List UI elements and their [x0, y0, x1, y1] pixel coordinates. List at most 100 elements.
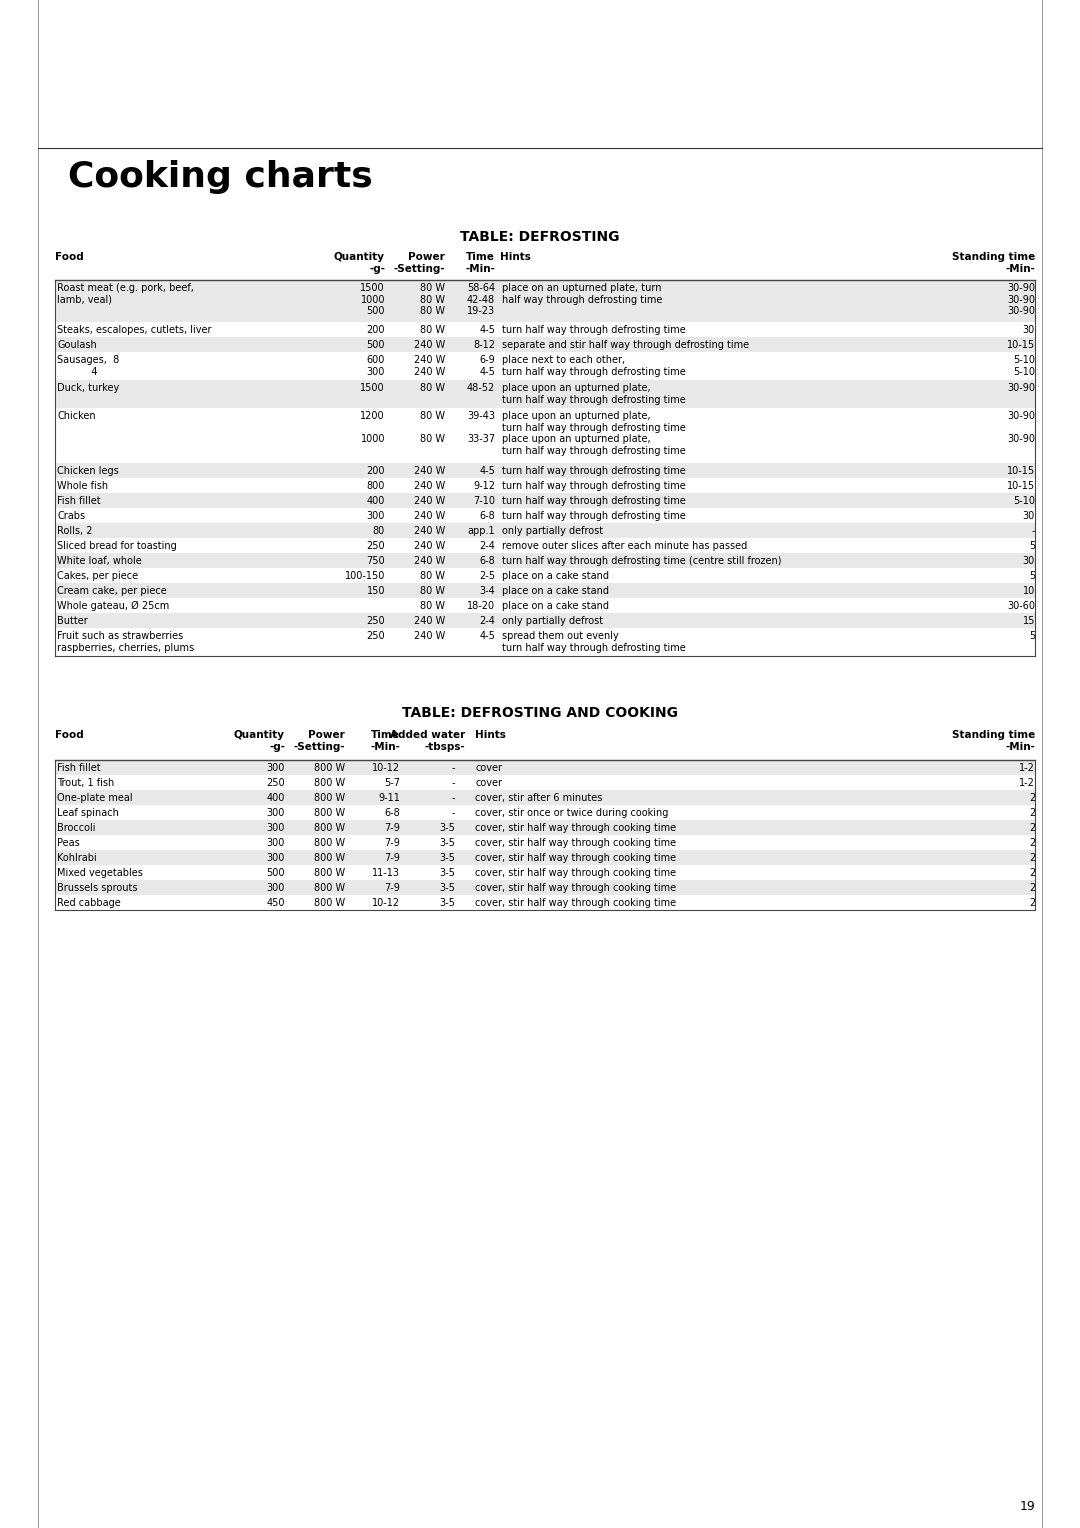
Text: Broccoli: Broccoli — [57, 824, 95, 833]
Text: 30: 30 — [1023, 556, 1035, 565]
Text: 30-60: 30-60 — [1007, 601, 1035, 611]
Text: place on a cake stand: place on a cake stand — [502, 571, 609, 581]
Text: 2: 2 — [1029, 853, 1035, 863]
Text: Time: Time — [467, 252, 495, 261]
Text: 2-4: 2-4 — [480, 541, 495, 552]
Text: TABLE: DEFROSTING AND COOKING: TABLE: DEFROSTING AND COOKING — [402, 706, 678, 720]
Text: 2: 2 — [1029, 808, 1035, 817]
Text: 240 W: 240 W — [414, 526, 445, 536]
Text: Butter: Butter — [57, 616, 87, 626]
Bar — [55, 628, 1035, 656]
Text: 450: 450 — [267, 898, 285, 908]
Bar — [55, 568, 1035, 584]
Bar — [55, 775, 1035, 790]
Text: 1200

1000: 1200 1000 — [361, 411, 384, 445]
Text: 80 W: 80 W — [420, 384, 445, 393]
Text: -: - — [451, 793, 455, 804]
Text: 3-5: 3-5 — [440, 837, 455, 848]
Text: Time: Time — [372, 730, 400, 740]
Text: 30-90: 30-90 — [1007, 384, 1035, 393]
Text: 2: 2 — [1029, 824, 1035, 833]
Text: 100-150: 100-150 — [345, 571, 384, 581]
Text: 240 W: 240 W — [414, 497, 445, 506]
Text: 800 W: 800 W — [314, 824, 345, 833]
Bar — [55, 523, 1035, 538]
Text: 800 W: 800 W — [314, 883, 345, 892]
Text: 15: 15 — [1023, 616, 1035, 626]
Text: Steaks, escalopes, cutlets, liver: Steaks, escalopes, cutlets, liver — [57, 325, 212, 335]
Text: place on a cake stand: place on a cake stand — [502, 601, 609, 611]
Text: 58-64
42-48
19-23: 58-64 42-48 19-23 — [467, 283, 495, 316]
Text: cover, stir half way through cooking time: cover, stir half way through cooking tim… — [475, 898, 676, 908]
Text: Kohlrabi: Kohlrabi — [57, 853, 97, 863]
Text: place on a cake stand: place on a cake stand — [502, 587, 609, 596]
Text: Quantity: Quantity — [234, 730, 285, 740]
Text: 6-8: 6-8 — [480, 556, 495, 565]
Text: 10: 10 — [1023, 587, 1035, 596]
Text: 10-15: 10-15 — [1007, 341, 1035, 350]
Text: 240 W
240 W: 240 W 240 W — [414, 354, 445, 376]
Text: only partially defrost: only partially defrost — [502, 616, 603, 626]
Text: 800 W: 800 W — [314, 837, 345, 848]
Text: 3-5: 3-5 — [440, 824, 455, 833]
Text: turn half way through defrosting time: turn half way through defrosting time — [502, 325, 686, 335]
Text: 800 W: 800 W — [314, 762, 345, 773]
Text: 80 W: 80 W — [420, 601, 445, 611]
Text: 800: 800 — [366, 481, 384, 490]
Text: 250: 250 — [366, 541, 384, 552]
Text: 800 W: 800 W — [314, 778, 345, 788]
Text: 30: 30 — [1023, 510, 1035, 521]
Text: place upon an upturned plate,
turn half way through defrosting time: place upon an upturned plate, turn half … — [502, 384, 686, 405]
Text: 9-12: 9-12 — [473, 481, 495, 490]
Text: Goulash: Goulash — [57, 341, 97, 350]
Text: 800 W: 800 W — [314, 793, 345, 804]
Text: 500: 500 — [366, 341, 384, 350]
Bar — [55, 408, 1035, 463]
Text: Hints: Hints — [475, 730, 505, 740]
Bar — [55, 507, 1035, 523]
Text: Food: Food — [55, 252, 84, 261]
Text: Peas: Peas — [57, 837, 80, 848]
Text: Power: Power — [308, 730, 345, 740]
Text: 7-9: 7-9 — [384, 824, 400, 833]
Text: Quantity: Quantity — [334, 252, 384, 261]
Text: Standing time: Standing time — [951, 730, 1035, 740]
Text: place upon an upturned plate,
turn half way through defrosting time
place upon a: place upon an upturned plate, turn half … — [502, 411, 686, 455]
Text: 150: 150 — [366, 587, 384, 596]
Text: 400: 400 — [267, 793, 285, 804]
Text: Roast meat (e.g. pork, beef,
lamb, veal): Roast meat (e.g. pork, beef, lamb, veal) — [57, 283, 194, 304]
Text: 250: 250 — [366, 616, 384, 626]
Text: 39-43

33-37: 39-43 33-37 — [467, 411, 495, 445]
Text: cover: cover — [475, 762, 502, 773]
Text: Trout, 1 fish: Trout, 1 fish — [57, 778, 114, 788]
Text: -: - — [451, 762, 455, 773]
Text: 5: 5 — [1029, 541, 1035, 552]
Text: 10-12: 10-12 — [372, 898, 400, 908]
Text: 240 W: 240 W — [414, 556, 445, 565]
Bar — [55, 821, 1035, 834]
Bar — [55, 338, 1035, 351]
Text: only partially defrost: only partially defrost — [502, 526, 603, 536]
Bar — [55, 380, 1035, 408]
Text: One-plate meal: One-plate meal — [57, 793, 133, 804]
Text: 300: 300 — [267, 824, 285, 833]
Text: 500: 500 — [267, 868, 285, 879]
Bar — [55, 850, 1035, 865]
Bar — [55, 880, 1035, 895]
Text: Whole gateau, Ø 25cm: Whole gateau, Ø 25cm — [57, 601, 170, 611]
Text: turn half way through defrosting time: turn half way through defrosting time — [502, 481, 686, 490]
Text: cover, stir half way through cooking time: cover, stir half way through cooking tim… — [475, 837, 676, 848]
Text: 250: 250 — [267, 778, 285, 788]
Text: 18-20: 18-20 — [467, 601, 495, 611]
Bar — [55, 538, 1035, 553]
Text: 1500: 1500 — [361, 384, 384, 393]
Text: 200: 200 — [366, 325, 384, 335]
Text: separate and stir half way through defrosting time: separate and stir half way through defro… — [502, 341, 750, 350]
Text: 300: 300 — [366, 510, 384, 521]
Text: 800 W: 800 W — [314, 853, 345, 863]
Text: -Setting-: -Setting- — [393, 264, 445, 274]
Text: 4-5: 4-5 — [480, 631, 495, 642]
Text: 10-15: 10-15 — [1007, 481, 1035, 490]
Text: Chicken legs: Chicken legs — [57, 466, 119, 477]
Text: 3-5: 3-5 — [440, 898, 455, 908]
